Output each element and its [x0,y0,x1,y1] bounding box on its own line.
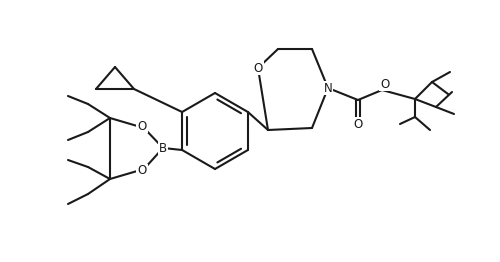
Text: O: O [254,62,262,74]
Text: O: O [138,119,146,133]
Text: O: O [354,117,362,130]
Text: B: B [159,141,167,155]
Text: O: O [138,165,146,177]
Text: N: N [324,81,332,95]
Text: O: O [380,78,390,90]
